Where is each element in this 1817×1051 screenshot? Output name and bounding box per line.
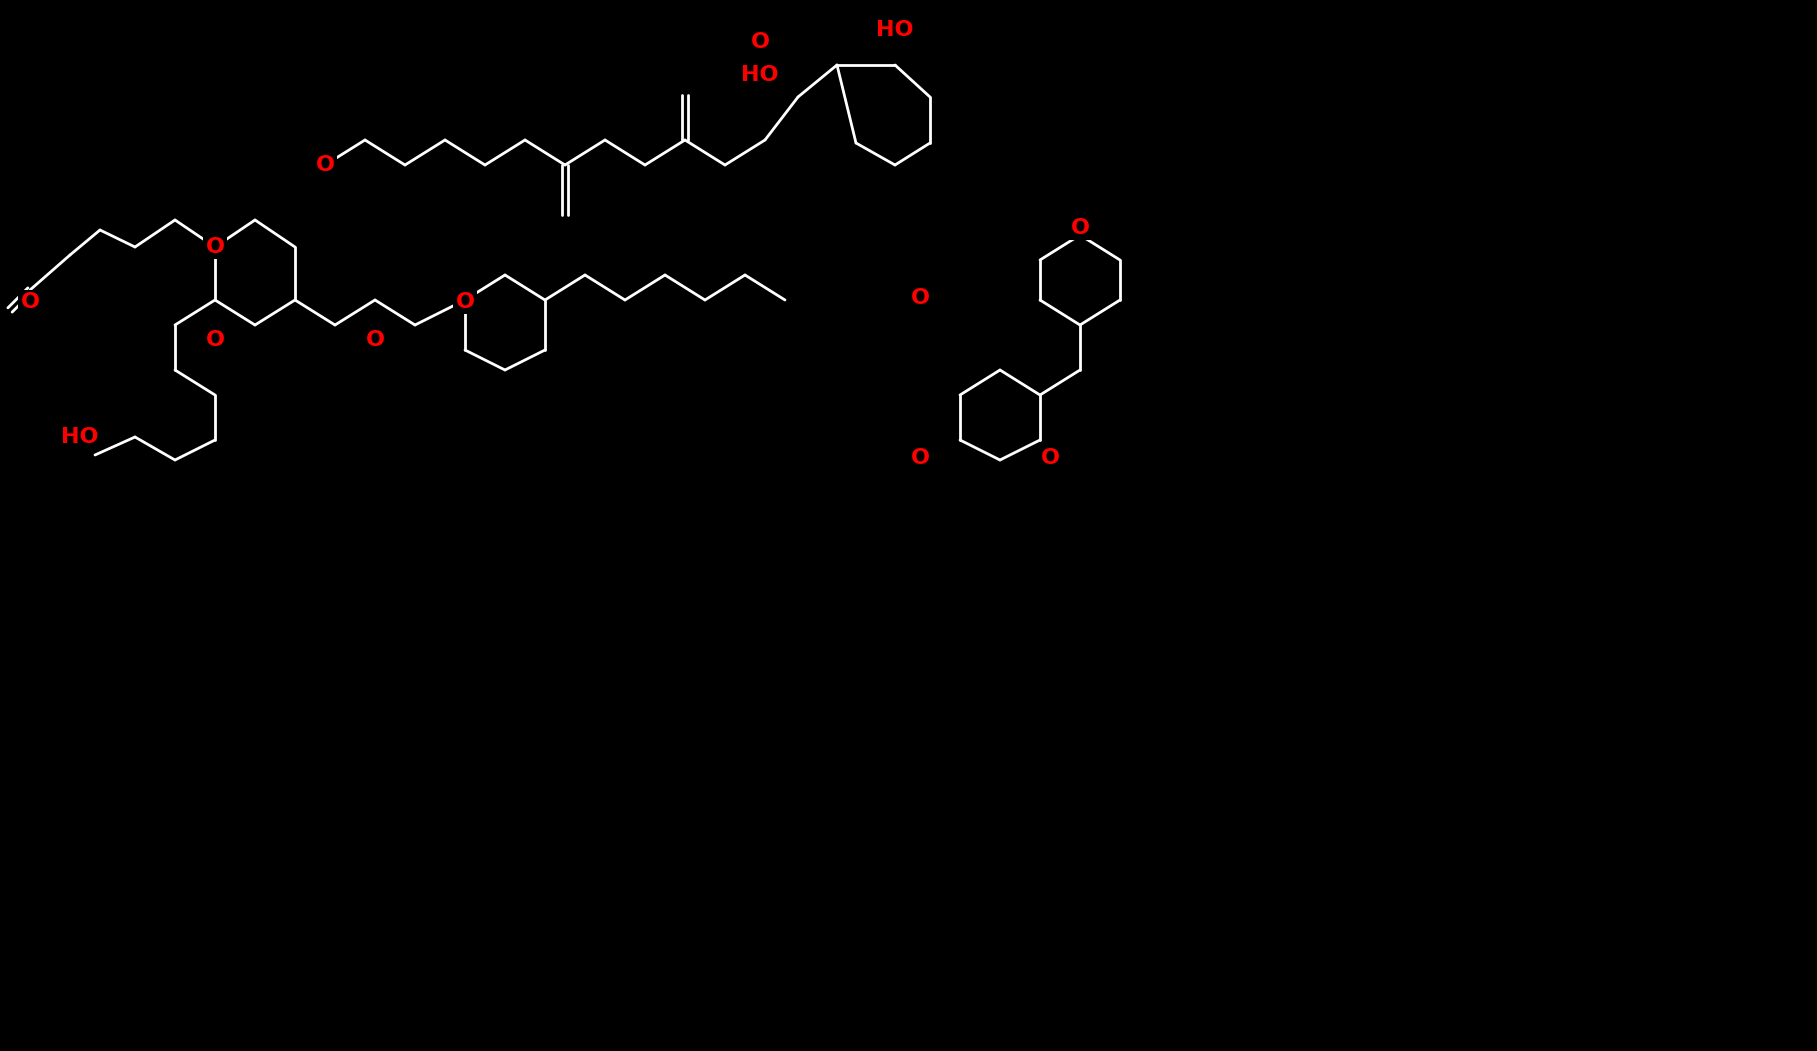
- Text: O: O: [910, 448, 930, 468]
- Text: O: O: [20, 292, 40, 312]
- Text: O: O: [205, 236, 225, 257]
- Text: O: O: [456, 292, 474, 312]
- Text: HO: HO: [62, 427, 98, 447]
- Text: O: O: [1041, 448, 1059, 468]
- Text: O: O: [365, 330, 385, 350]
- Text: O: O: [1070, 218, 1090, 238]
- Text: O: O: [750, 32, 770, 51]
- Text: HO: HO: [876, 20, 914, 40]
- Text: O: O: [205, 330, 225, 350]
- Text: O: O: [910, 288, 930, 308]
- Text: HO: HO: [741, 65, 779, 85]
- Text: O: O: [316, 154, 334, 176]
